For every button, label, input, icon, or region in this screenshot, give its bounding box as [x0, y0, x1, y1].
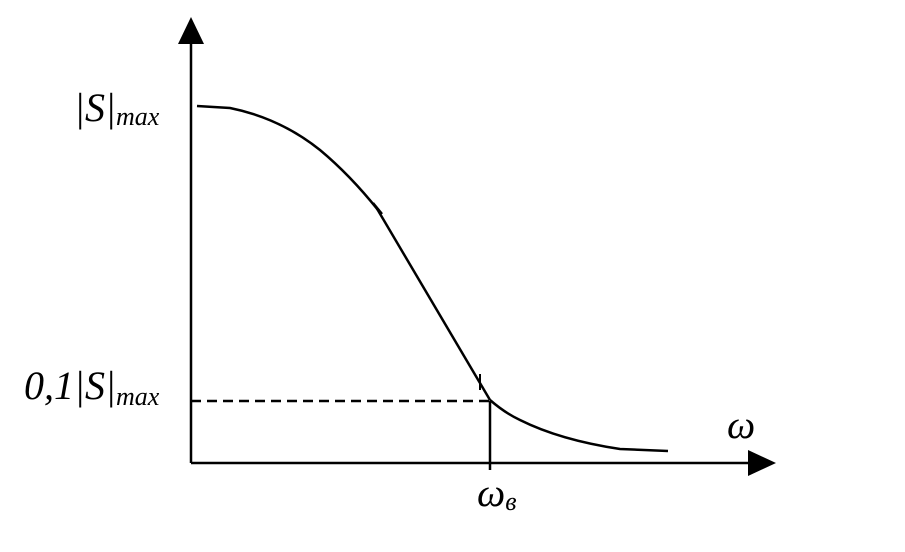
y-tenth-label: 0,1|S|max: [24, 363, 160, 411]
y-axis-arrow: [178, 17, 204, 44]
curve-tail: [489, 399, 669, 453]
x-axis-label: ω: [727, 402, 755, 447]
label-sub: max: [116, 382, 160, 411]
x-axis-arrow: [748, 450, 776, 476]
y-max-label: |S|max: [74, 85, 160, 131]
cutoff-label: ωв: [477, 470, 517, 516]
label-main: 0,1|S|: [24, 363, 116, 408]
label-main: |S|: [74, 85, 116, 130]
label-sub: max: [116, 102, 160, 131]
curve-top: [196, 104, 379, 211]
label-sub: в: [505, 487, 516, 516]
curve-slope: [374, 206, 492, 401]
label-main: ω: [477, 470, 505, 515]
